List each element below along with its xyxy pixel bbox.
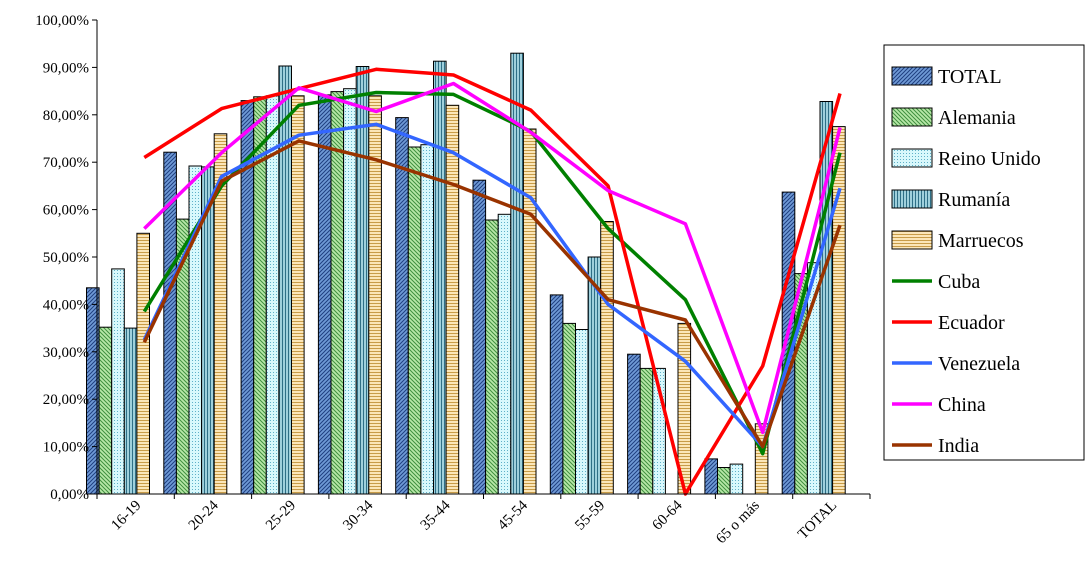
- legend-label-cuba: Cuba: [938, 271, 980, 293]
- bar-total-8: [704, 458, 719, 495]
- bar-marruecos-2: [291, 95, 305, 495]
- bar-total-3: [317, 94, 332, 495]
- legend-label-ecuador: Ecuador: [938, 312, 1005, 334]
- bar-marruecos-3: [368, 95, 382, 495]
- legend-label-marruecos: Marruecos: [938, 230, 1024, 252]
- bar-alemania-7: [639, 367, 654, 495]
- legend-swatch-rumanía: [891, 189, 933, 209]
- legend-label-alemania: Alemania: [938, 107, 1016, 129]
- legend-label-india: India: [938, 435, 979, 457]
- x-tick-label: 20-24: [186, 497, 222, 533]
- bar-reino-unido-0: [111, 268, 125, 495]
- line-cuba: [142, 90, 842, 456]
- bar-marruecos-0: [136, 232, 150, 495]
- y-tick-label: 40,00%: [43, 297, 89, 313]
- y-tick-label: 0,00%: [50, 487, 89, 503]
- y-tick-label: 20,00%: [43, 392, 89, 408]
- legend-label-rumanía: Rumanía: [938, 189, 1010, 211]
- bar-rumanía-3: [355, 66, 370, 495]
- legend-label-venezuela: Venezuela: [938, 353, 1020, 375]
- x-tick-label: 35-44: [418, 497, 454, 533]
- bar-total-7: [627, 353, 641, 495]
- x-tick-label: 45-54: [495, 497, 531, 533]
- bar-total-4: [395, 117, 409, 495]
- plot-area: 0,00% 10,00% 20,00% 30,00% 40,00% 50,00% 60,00…: [35, 13, 871, 547]
- line-venezuela: [142, 122, 842, 449]
- legend-label-total: TOTAL: [938, 66, 1002, 88]
- bar-alemania-6: [562, 322, 577, 495]
- bar-alemania-4: [407, 146, 422, 495]
- legend-label-reino-unido: Reino Unido: [938, 148, 1041, 170]
- bar-alemania-0: [98, 326, 113, 495]
- bar-reino-unido-5: [497, 213, 512, 495]
- bar-marruecos-4: [445, 104, 460, 495]
- y-tick-label: 60,00%: [43, 203, 89, 219]
- x-tick-label: 16-19: [108, 498, 144, 534]
- x-tick-label: 30-34: [340, 497, 376, 533]
- legend-swatch-reino-unido: [891, 148, 933, 168]
- x-tick-label: 55-59: [572, 498, 608, 534]
- line-india: [142, 139, 842, 449]
- bar-alemania-5: [485, 219, 499, 495]
- bar-rumanía-0: [123, 327, 138, 495]
- x-tick-label: 60-64: [650, 497, 686, 533]
- bar-reino-unido-3: [343, 88, 357, 495]
- bar-alemania-8: [717, 467, 731, 495]
- y-tick-label: 90,00%: [43, 60, 89, 76]
- bar-reino-unido-8: [729, 463, 744, 495]
- x-tick-label: TOTAL: [795, 498, 840, 543]
- y-tick-label: 100,00%: [35, 13, 89, 29]
- legend-swatch-alemania: [891, 107, 933, 127]
- y-tick-label: 50,00%: [43, 250, 89, 266]
- legend-swatch-marruecos: [891, 230, 933, 250]
- bar-marruecos-5: [522, 128, 537, 495]
- bar-reino-unido-1: [188, 165, 203, 495]
- bar-marruecos-9: [832, 126, 846, 495]
- legend: TOTAL Alemania Reino Unido Rumanía Marruecos…: [883, 44, 1085, 461]
- bar-total-6: [549, 294, 564, 495]
- bar-rumanía-2: [278, 65, 292, 495]
- x-tick-label: 65 o más: [713, 497, 763, 547]
- y-tick-label: 80,00%: [43, 108, 89, 124]
- legend-label-china: China: [938, 394, 986, 416]
- bar-marruecos-6: [600, 221, 614, 495]
- x-tick-label: 25-29: [263, 498, 299, 534]
- line-ecuador: [143, 67, 842, 496]
- bar-reino-unido-6: [575, 329, 589, 495]
- bar-reino-unido-4: [420, 144, 434, 495]
- legend-swatch-total: [891, 66, 933, 86]
- y-tick-label: 70,00%: [43, 155, 89, 171]
- y-tick-label: 10,00%: [43, 440, 89, 456]
- y-tick-label: 30,00%: [43, 345, 89, 361]
- line-china: [143, 81, 842, 435]
- bar-total-5: [472, 179, 487, 495]
- bar-rumanía-4: [433, 60, 447, 495]
